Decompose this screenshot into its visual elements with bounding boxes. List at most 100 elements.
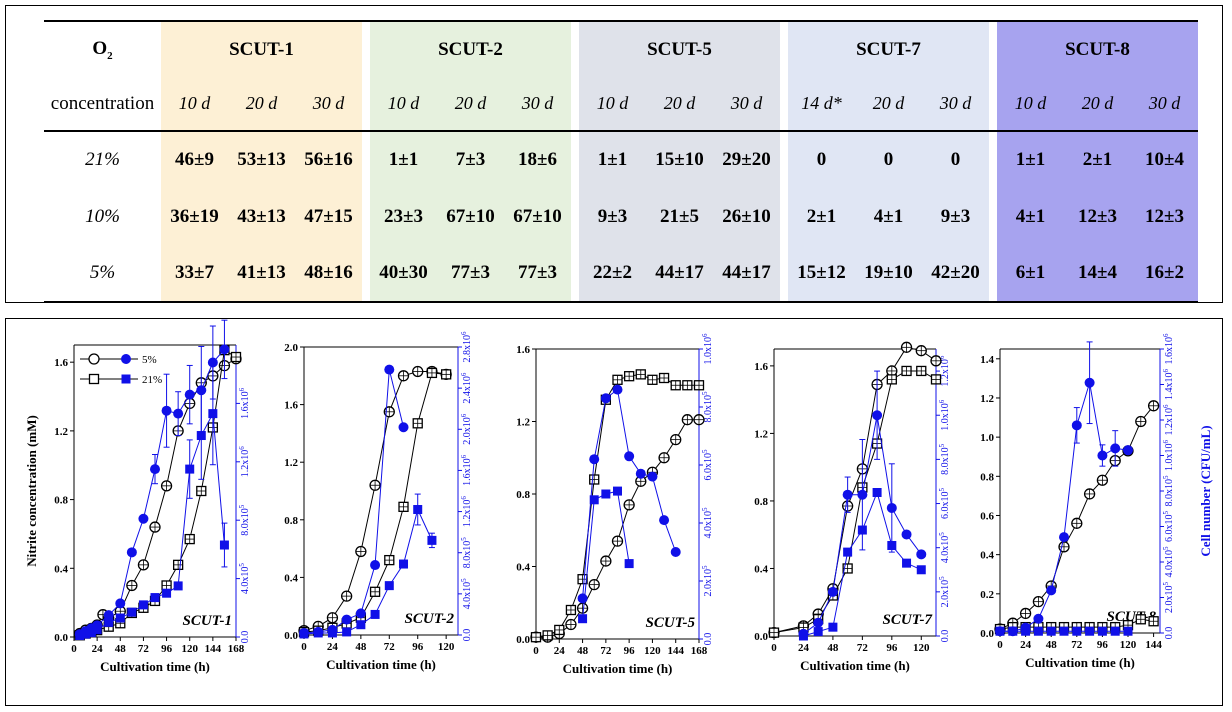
y2-tick-label: 6.0x105 bbox=[938, 488, 951, 520]
table-cell: 21±5 bbox=[646, 188, 713, 245]
x-tick-label: 72 bbox=[600, 645, 612, 657]
y-tick-label: 1.2 bbox=[754, 428, 768, 440]
y2-tick-label-text: 4.0x105 bbox=[1162, 546, 1175, 578]
x-tick-label: 0 bbox=[71, 643, 77, 655]
data-point bbox=[196, 385, 207, 396]
y-tick-label: 0.8 bbox=[754, 496, 768, 508]
y2-tick-label-text: 8.0x105 bbox=[701, 391, 714, 423]
y2-tick-label: 6.0x105 bbox=[1162, 511, 1175, 543]
day-header: 10 d bbox=[579, 77, 646, 132]
y2-tick-exponent: 6 bbox=[460, 372, 468, 376]
y2-tick-label: 2.0x106 bbox=[460, 413, 473, 445]
y2-tick-exponent: 5 bbox=[701, 565, 709, 569]
data-point bbox=[355, 608, 366, 619]
table-header-days: concentration 10 d 20 d 30 d 10 d 20 d 30 d 10… bbox=[44, 77, 1198, 132]
x-tick-label: 120 bbox=[438, 641, 455, 653]
y2-tick-label-text: 2.8x106 bbox=[460, 331, 473, 363]
column-gap bbox=[362, 245, 370, 303]
data-point bbox=[813, 617, 824, 628]
column-gap bbox=[989, 245, 997, 303]
strain-header: SCUT-2 bbox=[370, 20, 571, 77]
y-tick-label: 1.4 bbox=[980, 354, 994, 366]
data-point bbox=[219, 344, 230, 355]
y2-tick-label: 4.0x105 bbox=[460, 578, 473, 610]
table-cell: 46±9 bbox=[161, 131, 228, 188]
x-tick-label: 48 bbox=[115, 643, 127, 655]
table-cell: 15±12 bbox=[788, 245, 855, 303]
data-point bbox=[92, 625, 102, 635]
y-tick-label: 1.6 bbox=[54, 357, 68, 369]
table-cell: 67±10 bbox=[504, 188, 571, 245]
y2-tick-label-text: 1.0x106 bbox=[701, 333, 714, 365]
column-gap bbox=[571, 20, 579, 77]
table-cell: 26±10 bbox=[713, 188, 780, 245]
data-point bbox=[916, 549, 927, 560]
data-point bbox=[1084, 377, 1095, 388]
strain-header: SCUT-8 bbox=[997, 20, 1198, 77]
y2-tick-label: 1.2x106 bbox=[460, 496, 473, 528]
x-axis-label: Cultivation time (h) bbox=[326, 657, 436, 672]
column-gap bbox=[571, 131, 579, 188]
y2-tick-label: 4.0x105 bbox=[938, 532, 951, 564]
data-point bbox=[1059, 532, 1069, 543]
x-tick-label: 144 bbox=[205, 643, 222, 655]
data-point bbox=[1097, 626, 1107, 636]
series-line bbox=[303, 508, 433, 635]
y-tick-label: 0.8 bbox=[516, 489, 530, 501]
data-point bbox=[827, 586, 838, 597]
data-point bbox=[589, 495, 599, 505]
data-point bbox=[589, 454, 600, 465]
table-cell: 14±4 bbox=[1064, 245, 1131, 303]
data-point bbox=[1046, 626, 1056, 636]
day-header: 14 d* bbox=[788, 77, 855, 132]
y2-tick-exponent: 5 bbox=[938, 532, 946, 536]
o2-row-label: 21% bbox=[85, 149, 120, 170]
series-line bbox=[1000, 382, 1129, 632]
y2-tick-label-text: 0.0 bbox=[940, 630, 951, 643]
y2-tick-label-text: 8.0x105 bbox=[938, 443, 951, 475]
table-cell: 0 bbox=[855, 131, 922, 188]
y-tick-label: 1.6 bbox=[754, 361, 768, 373]
y2-tick-label-text: 4.0x105 bbox=[938, 532, 951, 564]
table-cell: 77±3 bbox=[437, 245, 504, 303]
y2-tick-label: 2.8x106 bbox=[460, 331, 473, 363]
y2-tick-label-text: 6.0x105 bbox=[938, 488, 951, 520]
column-gap bbox=[571, 245, 579, 303]
y-tick-label: 1.2 bbox=[54, 426, 68, 438]
data-point bbox=[138, 600, 148, 610]
y2-tick-label: 8.0x105 bbox=[460, 537, 473, 569]
column-gap bbox=[989, 188, 997, 245]
data-point bbox=[208, 409, 218, 419]
data-point bbox=[173, 581, 183, 591]
y-tick-label: 0.8 bbox=[284, 515, 298, 527]
data-point bbox=[843, 547, 853, 557]
day-header: 20 d bbox=[646, 77, 713, 132]
data-point bbox=[624, 559, 634, 569]
chart-scut-1: 0 24 48 72 96 120 144 1680.00.40.81.21.60.04.0x… bbox=[24, 319, 251, 674]
x-axis-label: Cultivation time (h) bbox=[563, 661, 673, 676]
table-cell: 2±1 bbox=[1064, 131, 1131, 188]
data-point bbox=[887, 540, 897, 550]
y2-tick-label-text: 4.0x105 bbox=[701, 507, 714, 539]
table-cell: 53±13 bbox=[228, 131, 295, 188]
x-tick-label: 24 bbox=[327, 641, 339, 653]
data-point bbox=[857, 489, 868, 500]
y2-tick-label-text: 0.0 bbox=[240, 631, 251, 644]
table-cell: 43±13 bbox=[228, 188, 295, 245]
data-point bbox=[81, 629, 91, 639]
y2-tick-exponent: 5 bbox=[701, 449, 709, 453]
y2-tick-label-text: 1.6x106 bbox=[1162, 333, 1175, 365]
data-point bbox=[612, 384, 623, 395]
chart-title: SCUT-2 bbox=[405, 611, 455, 627]
data-point bbox=[184, 389, 195, 400]
data-point bbox=[115, 613, 125, 623]
legend-marker-filled-square bbox=[121, 374, 131, 384]
y-tick-label: 0.0 bbox=[980, 628, 994, 640]
data-point bbox=[342, 627, 352, 637]
table-cell: 18±6 bbox=[504, 131, 571, 188]
y-tick-label: 0.8 bbox=[54, 495, 68, 507]
y2-tick-exponent: 5 bbox=[460, 537, 468, 541]
y-tick-label: 0.4 bbox=[754, 563, 768, 575]
y2-tick-label-text: 1.2x106 bbox=[1162, 404, 1175, 436]
strain-header: SCUT-7 bbox=[788, 20, 989, 77]
